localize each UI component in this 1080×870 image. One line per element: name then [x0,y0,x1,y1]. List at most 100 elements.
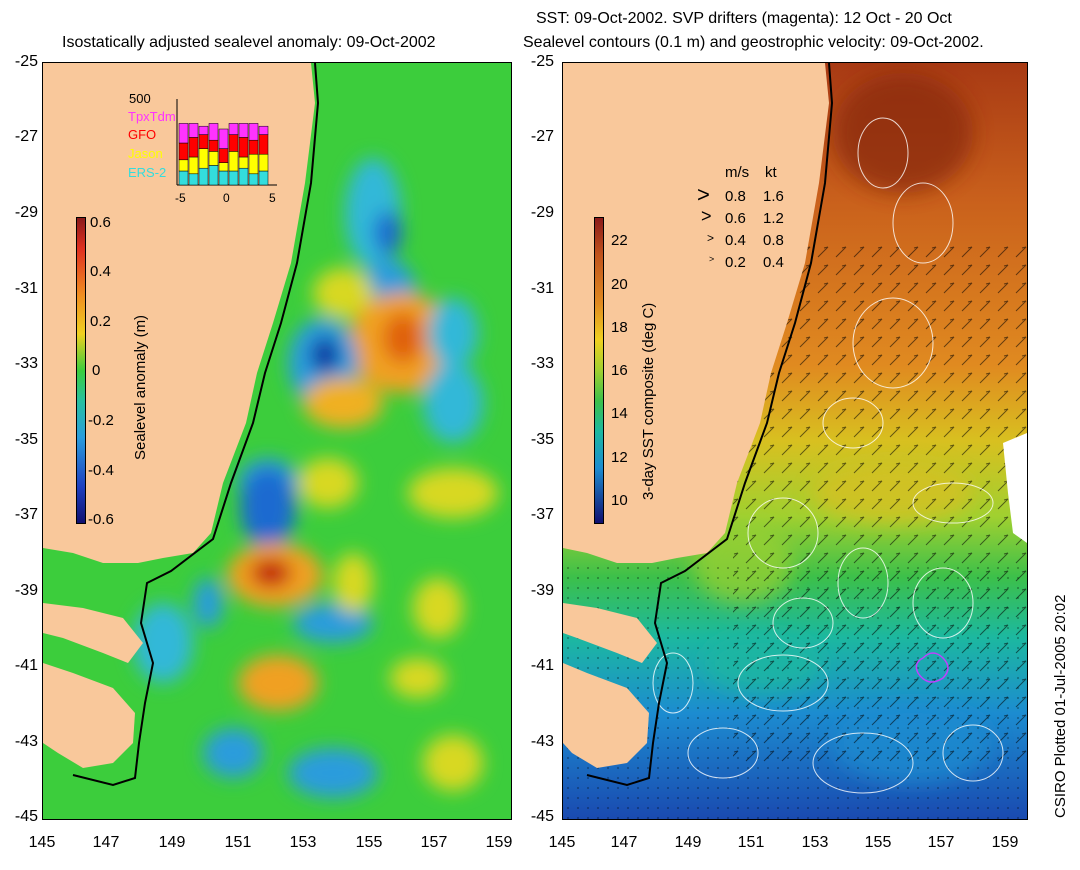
inset-bar [208,151,219,166]
right-lon-tick: 147 [610,834,638,851]
velocity-arrow-icon: > [707,231,715,245]
inset-bar [258,125,269,135]
right-lon-tick: 145 [548,834,576,851]
right-lat-tick: -33 [530,355,554,372]
sealevel-colorbar-tick: 0 [92,362,101,379]
left-lon-tick: 151 [224,834,252,851]
inset-bar [218,170,229,186]
velocity-arrow-icon: > [709,254,715,264]
right-lon-tick: 151 [737,834,765,851]
sst-colorbar-tick: 14 [611,405,628,422]
left-lat-tick: -35 [14,431,38,448]
inset-bar [218,162,229,172]
velocity-legend-kt: 1.2 [763,210,784,227]
right-map-title-line1: SST: 09-Oct-2002. SVP drifters (magenta)… [536,10,952,27]
inset-bar [198,125,209,135]
csiro-credit: CSIRO Plotted 01-Jul-2005 20:02 [1052,594,1069,818]
inset-bar [208,139,219,152]
velocity-legend-ms: 0.8 [725,188,746,205]
inset-bar [228,170,239,186]
velocity-legend: m/s kt > 0.8 1.6 > 0.6 1.2 > 0.4 0.8 > 0… [695,164,805,274]
inset-bar [258,134,269,155]
velocity-arrow-icon: > [697,182,710,207]
right-lat-tick: -25 [530,53,554,70]
inset-bar [228,134,239,152]
right-lat-tick: -43 [530,733,554,750]
left-lat-tick: -33 [14,355,38,372]
inset-series-tpxtdm: TpxTdm [128,109,176,124]
left-lon-tick: 153 [289,834,317,851]
sst-colorbar-tick: 10 [611,492,628,509]
sst-colorbar-tick: 12 [611,449,628,466]
inset-bar [248,153,259,175]
inset-bar [248,173,259,186]
inset-bar [188,137,199,158]
inset-x-tick-5: 5 [269,191,276,205]
inset-x-tick-neg5: -5 [175,191,186,205]
inset-bar [258,170,269,186]
inset-bar [218,128,229,149]
sst-colorbar-tick: 22 [611,232,628,249]
sst-colorbar-tick: 18 [611,319,628,336]
left-lon-tick: 157 [420,834,448,851]
right-lat-tick: -39 [530,582,554,599]
sst-colorbar-label: 3-day SST composite (deg C) [640,302,657,500]
sst-map [562,62,1028,820]
left-lon-tick: 145 [28,834,56,851]
left-lat-tick: -27 [14,128,38,145]
right-lon-tick: 157 [927,834,955,851]
left-lon-tick: 159 [485,834,513,851]
inset-bar [188,156,199,175]
right-lat-tick: -35 [530,431,554,448]
velocity-legend-ms: 0.6 [725,210,746,227]
inset-bar [238,123,249,138]
left-lon-tick: 149 [158,834,186,851]
inset-bar [188,123,199,138]
sealevel-colorbar [76,217,86,524]
velocity-legend-kt: 0.8 [763,232,784,249]
inset-bar [188,173,199,186]
right-lat-tick: -37 [530,506,554,523]
velocity-legend-header-ms: m/s [725,164,750,181]
inset-bar [228,151,239,172]
sst-colorbar-tick: 20 [611,276,628,293]
right-lat-tick: -45 [530,808,554,825]
sst-map-graphic [563,63,1027,819]
sst-colorbar-tick: 16 [611,362,628,379]
inset-bar [238,156,249,169]
left-lat-tick: -25 [14,53,38,70]
sealevel-colorbar-tick: -0.2 [88,412,114,429]
inset-ymax-label: 500 [129,91,151,106]
left-lat-tick: -31 [14,280,38,297]
left-lon-tick: 147 [92,834,120,851]
inset-bar [178,170,189,186]
inset-bar [228,123,239,135]
velocity-legend-ms: 0.2 [725,254,746,271]
inset-bar [198,148,209,169]
velocity-legend-kt: 0.4 [763,254,784,271]
left-lon-tick: 155 [355,834,383,851]
inset-bar [178,123,189,144]
left-lat-tick: -29 [14,204,38,221]
sealevel-anomaly-map-graphic [43,63,511,819]
sealevel-colorbar-tick: 0.2 [90,313,111,330]
sealevel-colorbar-tick: 0.6 [90,214,111,231]
velocity-legend-ms: 0.4 [725,232,746,249]
inset-bar [178,159,189,172]
inset-bar [198,134,209,149]
sealevel-colorbar-tick: -0.6 [88,511,114,528]
right-lat-tick: -29 [530,204,554,221]
inset-series-ers2: ERS-2 [128,165,167,180]
inset-bar [218,148,229,163]
sealevel-colorbar-tick: -0.4 [88,462,114,479]
inset-bar-chart [176,99,277,186]
left-lat-tick: -37 [14,506,38,523]
inset-bar [258,153,269,172]
right-lon-tick: 149 [674,834,702,851]
right-lat-tick: -31 [530,280,554,297]
inset-bar [178,142,189,161]
left-lat-tick: -45 [14,808,38,825]
right-lon-tick: 153 [801,834,829,851]
inset-bar [238,137,249,158]
left-lat-tick: -41 [14,657,38,674]
